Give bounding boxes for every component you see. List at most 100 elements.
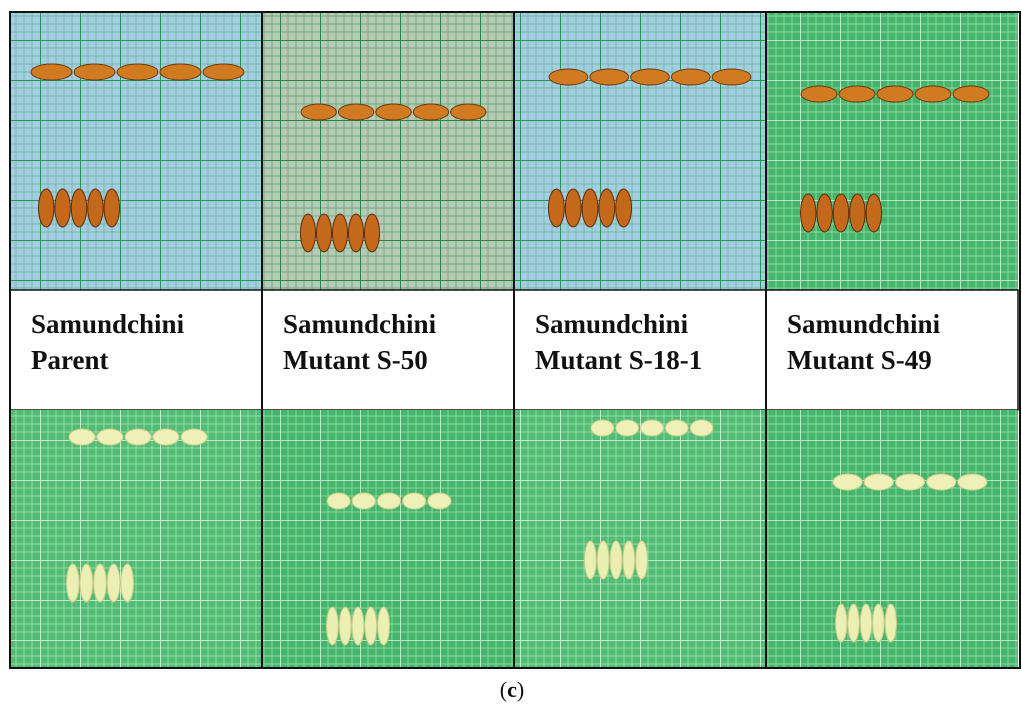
grain bbox=[671, 69, 710, 85]
grain bbox=[610, 541, 622, 579]
grain bbox=[301, 104, 336, 120]
grain bbox=[864, 474, 893, 490]
grain bbox=[71, 189, 86, 227]
grain bbox=[873, 604, 884, 642]
grain bbox=[877, 86, 913, 102]
panel-label: Samundchini bbox=[31, 309, 185, 339]
photo-paddy bbox=[766, 12, 1018, 290]
grain bbox=[585, 541, 597, 579]
grain bbox=[365, 214, 380, 252]
grain bbox=[451, 104, 486, 120]
grain bbox=[597, 541, 609, 579]
grain bbox=[365, 607, 377, 645]
grain bbox=[927, 474, 956, 490]
grain bbox=[549, 69, 588, 85]
panel-label: Parent bbox=[31, 345, 108, 375]
grain bbox=[39, 189, 54, 227]
grain bbox=[327, 493, 350, 509]
grain bbox=[88, 189, 103, 227]
panel-label: Samundchini bbox=[283, 309, 437, 339]
caption: (c) bbox=[500, 677, 524, 702]
grain bbox=[582, 189, 598, 227]
grain bbox=[339, 607, 351, 645]
grain bbox=[953, 86, 989, 102]
grain bbox=[74, 64, 115, 80]
grain bbox=[117, 64, 158, 80]
grain bbox=[94, 564, 107, 602]
grain bbox=[641, 420, 664, 436]
grain bbox=[801, 86, 837, 102]
panel-label: Mutant S-18-1 bbox=[535, 345, 702, 375]
grain bbox=[599, 189, 615, 227]
grain bbox=[616, 189, 632, 227]
grain bbox=[160, 64, 201, 80]
grain bbox=[850, 194, 865, 232]
grain bbox=[301, 214, 316, 252]
grain bbox=[121, 564, 134, 602]
grain bbox=[833, 474, 862, 490]
grain bbox=[378, 607, 390, 645]
grain bbox=[915, 86, 951, 102]
grain bbox=[31, 64, 72, 80]
grain bbox=[690, 420, 713, 436]
grain bbox=[327, 607, 339, 645]
grain bbox=[801, 194, 816, 232]
photo-paddy bbox=[10, 12, 262, 290]
photo-grain bbox=[514, 410, 766, 668]
grain bbox=[153, 429, 179, 445]
grain bbox=[413, 104, 448, 120]
caption-close: ) bbox=[517, 677, 524, 702]
photo-grain bbox=[10, 410, 262, 668]
grain bbox=[55, 189, 70, 227]
grain bbox=[665, 420, 688, 436]
grain bbox=[376, 104, 411, 120]
grain bbox=[817, 194, 832, 232]
panels: Samundchini Parent Samundchini Mutant S-50 S… bbox=[10, 12, 1018, 668]
grain bbox=[69, 429, 95, 445]
grain bbox=[317, 214, 332, 252]
grain bbox=[104, 189, 119, 227]
grain bbox=[623, 541, 635, 579]
grain bbox=[616, 420, 639, 436]
grain bbox=[377, 493, 400, 509]
grain bbox=[958, 474, 987, 490]
grain bbox=[885, 604, 896, 642]
grain bbox=[428, 493, 451, 509]
grain bbox=[107, 564, 120, 602]
grain bbox=[636, 541, 648, 579]
caption-letter: c bbox=[507, 677, 517, 702]
grain bbox=[860, 604, 871, 642]
grain bbox=[565, 189, 581, 227]
grain bbox=[333, 214, 348, 252]
grain bbox=[67, 564, 80, 602]
grain bbox=[97, 429, 123, 445]
grain bbox=[181, 429, 207, 445]
panel-label: Samundchini bbox=[787, 309, 941, 339]
grain bbox=[895, 474, 924, 490]
grain bbox=[866, 194, 881, 232]
grain bbox=[352, 493, 375, 509]
grain bbox=[712, 69, 751, 85]
grain bbox=[203, 64, 244, 80]
panel-label: Mutant S-50 bbox=[283, 345, 428, 375]
grain bbox=[80, 564, 93, 602]
grain bbox=[125, 429, 151, 445]
grain bbox=[349, 214, 364, 252]
caption-open: ( bbox=[500, 677, 507, 702]
grain bbox=[352, 607, 364, 645]
grain bbox=[338, 104, 373, 120]
grain bbox=[848, 604, 859, 642]
grain bbox=[549, 189, 565, 227]
grain bbox=[839, 86, 875, 102]
panel-label: Mutant S-49 bbox=[787, 345, 932, 375]
grain bbox=[836, 604, 847, 642]
grain bbox=[591, 420, 614, 436]
grain bbox=[631, 69, 670, 85]
panel-label: Samundchini bbox=[535, 309, 689, 339]
figure: Samundchini Parent Samundchini Mutant S-50 S… bbox=[0, 0, 1022, 713]
photo-paddy bbox=[514, 12, 766, 290]
grain bbox=[403, 493, 426, 509]
grain bbox=[833, 194, 848, 232]
grain bbox=[590, 69, 629, 85]
photo-paddy bbox=[262, 12, 514, 290]
